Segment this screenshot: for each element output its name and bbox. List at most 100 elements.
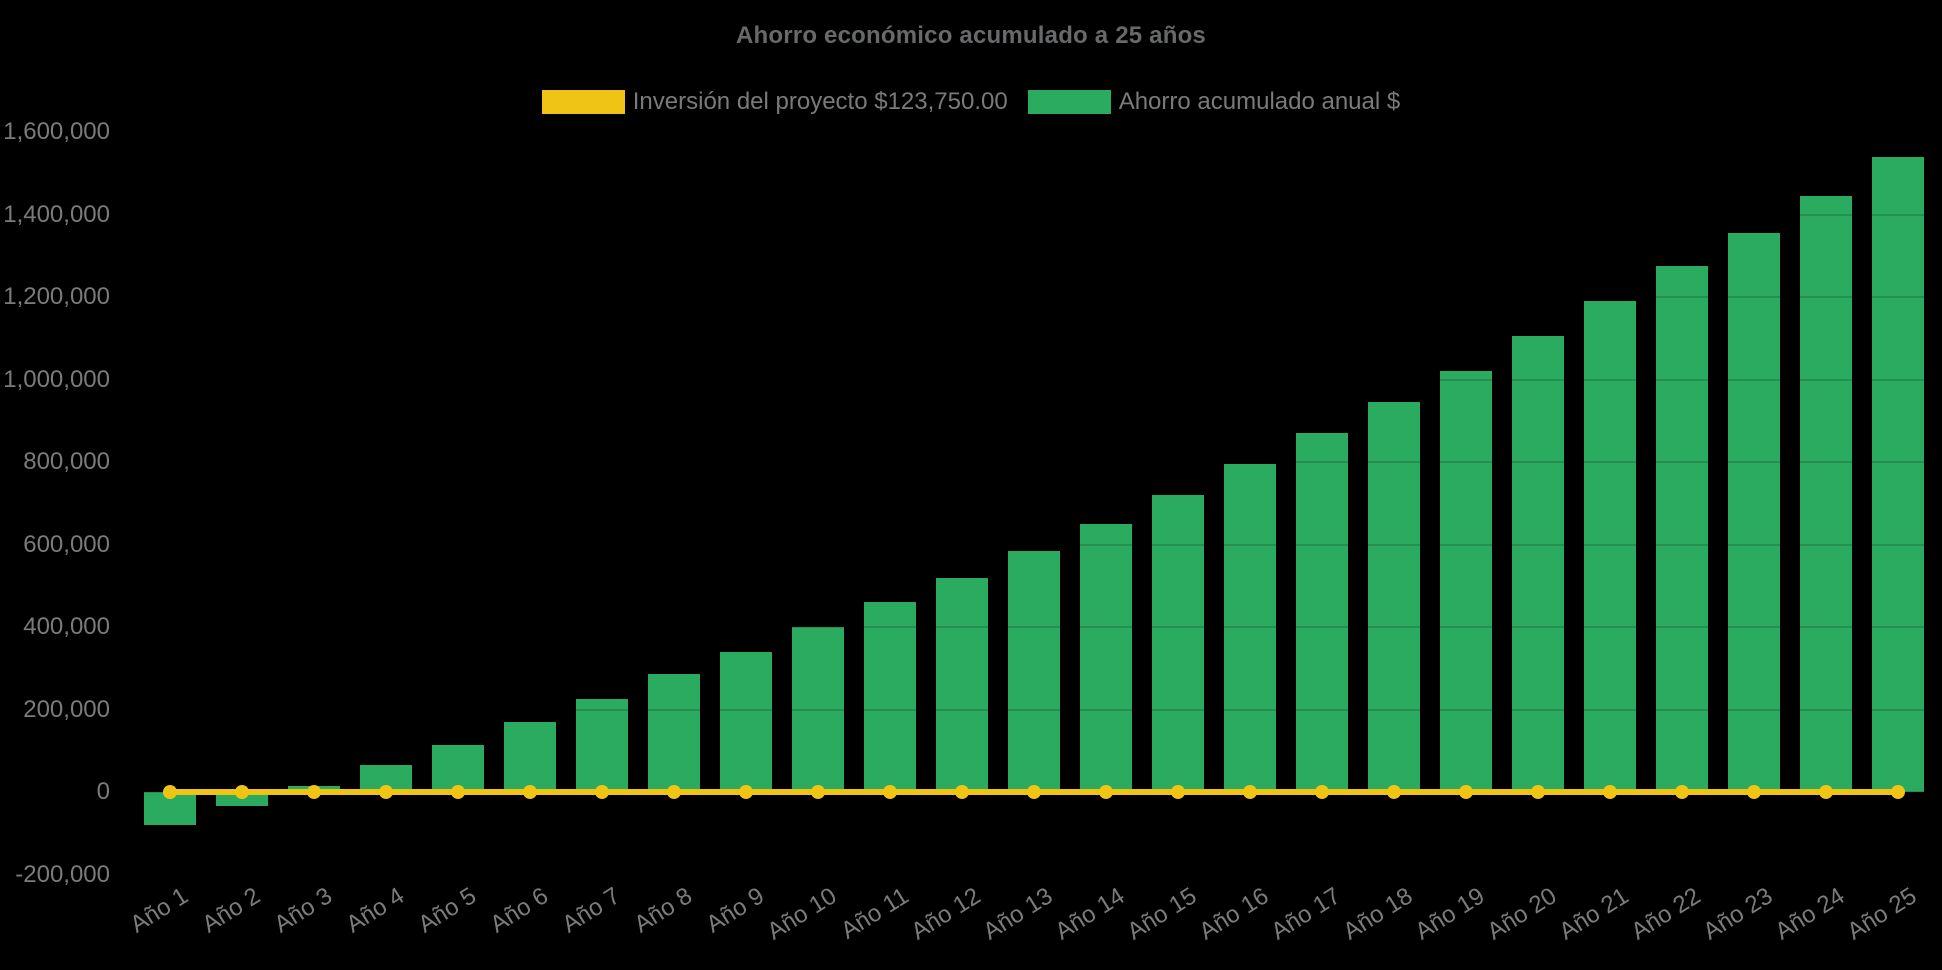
line-point-year-23[interactable]: [1747, 785, 1761, 799]
chart-title: Ahorro económico acumulado a 25 años: [736, 22, 1206, 49]
bar-year-14[interactable]: [1080, 523, 1132, 792]
legend-swatch-investment: [541, 90, 625, 114]
x-axis-tick-label: Año 18: [1338, 882, 1418, 946]
bar-year-16[interactable]: [1224, 464, 1276, 792]
bar-year-22[interactable]: [1656, 266, 1708, 792]
x-axis-tick-label: Año 16: [1194, 882, 1274, 946]
line-point-year-5[interactable]: [451, 785, 465, 799]
bar-year-23[interactable]: [1728, 233, 1780, 792]
bar-year-24[interactable]: [1800, 195, 1852, 792]
legend-item-investment[interactable]: Inversión del proyecto $123,750.00: [541, 88, 1008, 116]
y-axis-tick-label: 200,000: [23, 695, 110, 723]
bar-year-6[interactable]: [504, 721, 556, 792]
bar-year-13[interactable]: [1008, 550, 1060, 792]
legend-label-savings: Ahorro acumulado anual $: [1118, 88, 1401, 115]
bar-year-8[interactable]: [648, 674, 700, 792]
bar-year-18[interactable]: [1368, 402, 1420, 792]
x-axis-tick-label: Año 23: [1698, 882, 1778, 946]
y-axis-tick-label: 1,200,000: [3, 283, 110, 310]
x-axis-tick-label: Año 1: [125, 882, 194, 939]
y-axis-tick-label: 1,600,000: [3, 118, 110, 145]
line-point-year-24[interactable]: [1819, 785, 1833, 799]
bar-year-10[interactable]: [792, 627, 844, 792]
y-axis-tick-label: 600,000: [23, 530, 110, 558]
y-axis-tick-label: 400,000: [23, 613, 110, 640]
line-point-year-11[interactable]: [883, 785, 897, 799]
line-point-year-25[interactable]: [1891, 785, 1905, 799]
bar-year-5[interactable]: [432, 744, 484, 792]
line-point-year-22[interactable]: [1675, 785, 1689, 799]
bar-year-9[interactable]: [720, 651, 772, 792]
x-axis-tick-label: Año 15: [1122, 882, 1202, 946]
bar-year-15[interactable]: [1152, 495, 1204, 792]
bar-year-20[interactable]: [1512, 336, 1564, 792]
x-axis-tick-label: Año 11: [835, 882, 914, 945]
x-axis-tick-label: Año 3: [269, 882, 338, 939]
line-point-year-20[interactable]: [1531, 785, 1545, 799]
x-axis-tick-label: Año 9: [701, 882, 770, 939]
x-axis-tick-label: Año 5: [413, 882, 482, 939]
x-axis-tick-label: Año 21: [1554, 882, 1634, 946]
x-axis-tick-label: Año 8: [629, 882, 698, 939]
line-point-year-18[interactable]: [1387, 785, 1401, 799]
y-axis-tick-label: 800,000: [23, 448, 110, 475]
bar-year-21[interactable]: [1584, 301, 1636, 792]
gridline: [134, 543, 1934, 546]
x-axis-tick-label: Año 19: [1410, 882, 1490, 946]
line-point-year-15[interactable]: [1171, 785, 1185, 799]
y-axis-tick-label: 1,000,000: [3, 365, 110, 393]
y-axis-tick-label: 0: [96, 778, 110, 805]
line-point-year-9[interactable]: [739, 785, 753, 799]
line-point-year-19[interactable]: [1459, 785, 1473, 799]
bar-year-7[interactable]: [576, 699, 628, 792]
x-axis-tick-label: Año 17: [1266, 882, 1346, 946]
bar-year-19[interactable]: [1440, 371, 1492, 792]
line-point-year-17[interactable]: [1315, 785, 1329, 799]
bar-year-25[interactable]: [1872, 156, 1924, 792]
legend-label-investment: Inversión del proyecto $123,750.00: [632, 88, 1008, 115]
legend-item-savings[interactable]: Ahorro acumulado anual $: [1027, 88, 1401, 116]
bar-year-2[interactable]: [216, 792, 268, 807]
line-point-year-13[interactable]: [1027, 785, 1041, 799]
line-point-year-12[interactable]: [955, 785, 969, 799]
gridline: [134, 626, 1934, 628]
x-axis-tick-label: Año 14: [1050, 882, 1130, 946]
bar-year-17[interactable]: [1296, 433, 1348, 792]
gridline: [134, 213, 1934, 216]
line-point-year-4[interactable]: [379, 785, 393, 799]
y-axis-tick-label: -200,000: [15, 860, 110, 888]
line-point-year-16[interactable]: [1243, 785, 1257, 799]
x-axis-tick-label: Año 12: [906, 882, 986, 946]
x-axis-tick-label: Año 10: [762, 882, 842, 946]
line-point-year-10[interactable]: [811, 785, 825, 799]
x-axis-tick-label: Año 25: [1842, 882, 1922, 946]
x-axis-tick-label: Año 4: [341, 882, 410, 939]
bar-year-11[interactable]: [864, 602, 916, 792]
gridline: [134, 708, 1934, 711]
line-point-year-14[interactable]: [1099, 785, 1113, 799]
legend-swatch-savings: [1027, 90, 1111, 114]
line-point-year-8[interactable]: [667, 785, 681, 799]
gridline: [134, 131, 1934, 133]
x-axis-tick-label: Año 2: [197, 882, 266, 939]
gridline: [134, 378, 1934, 381]
x-axis-tick-label: Año 24: [1770, 882, 1850, 946]
x-axis-tick-label: Año 13: [978, 882, 1058, 946]
x-axis-tick-label: Año 22: [1626, 882, 1706, 946]
line-point-year-2[interactable]: [235, 785, 249, 799]
line-point-year-21[interactable]: [1603, 785, 1617, 799]
x-axis-tick-label: Año 7: [557, 882, 626, 939]
line-point-year-6[interactable]: [523, 785, 537, 799]
gridline: [134, 873, 1934, 876]
line-point-year-1[interactable]: [163, 785, 177, 799]
x-axis-tick-label: Año 6: [485, 882, 554, 939]
x-axis-tick-label: Año 20: [1482, 882, 1562, 946]
gridline: [134, 296, 1934, 298]
line-point-year-7[interactable]: [595, 785, 609, 799]
line-point-year-3[interactable]: [307, 785, 321, 799]
y-axis-tick-label: 1,400,000: [3, 200, 110, 228]
chart-legend: Inversión del proyecto $123,750.00 Ahorr…: [0, 88, 1942, 116]
bar-year-12[interactable]: [936, 577, 988, 792]
gridline: [134, 461, 1934, 463]
